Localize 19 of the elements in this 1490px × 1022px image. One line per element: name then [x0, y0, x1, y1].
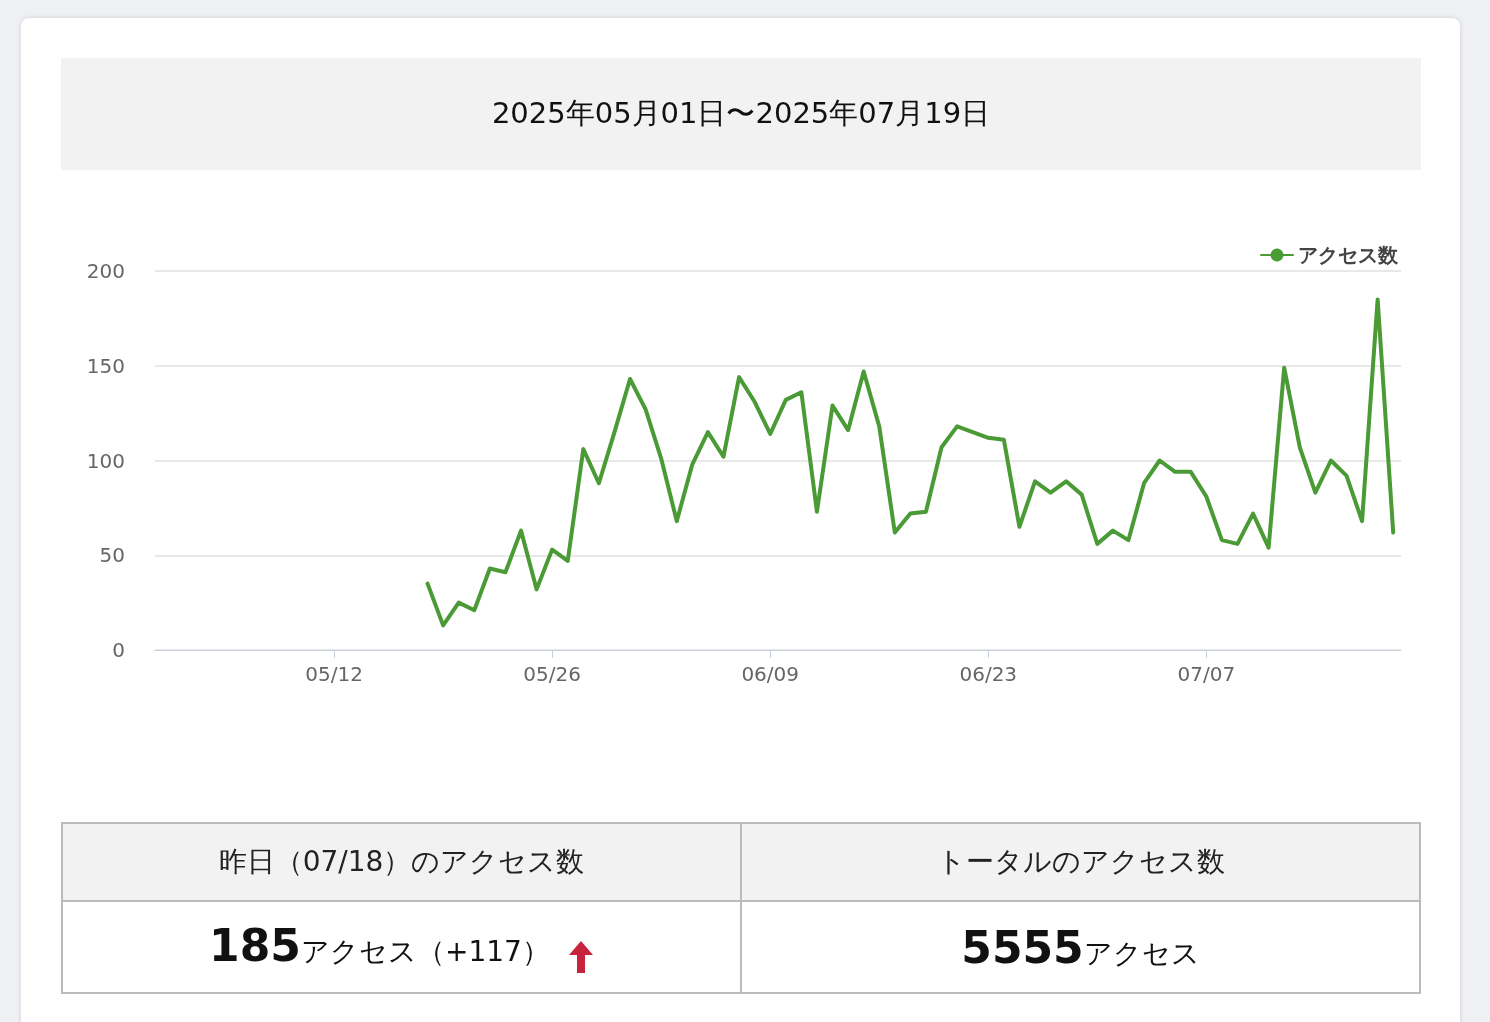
text: アクセス	[1083, 936, 1200, 970]
y-tick-label: 150	[86, 353, 125, 378]
text: 5555	[961, 921, 1084, 973]
x-tick-label: 07/07	[1177, 662, 1236, 686]
chart-title: 2025年05月01日〜2025年07月19日	[491, 95, 991, 132]
y-tick-label: 50	[99, 543, 125, 568]
text: 昨日（07/18）のアクセス数	[62, 823, 741, 901]
y-tick-label: 200	[86, 259, 125, 283]
text: アクセス（+117）	[300, 935, 550, 969]
text: トータルのアクセス数	[741, 823, 1420, 901]
text: 185	[209, 920, 301, 972]
y-tick-label: 100	[86, 448, 125, 473]
x-tick-label: 06/23	[959, 662, 1018, 686]
legend-label: アクセス数	[1298, 243, 1399, 267]
y-tick-label: 0	[112, 638, 125, 662]
x-tick-label: 05/26	[523, 662, 581, 686]
x-tick-label: 05/12	[305, 662, 363, 686]
x-tick-label: 06/09	[741, 662, 800, 686]
line-series	[425, 297, 1396, 628]
